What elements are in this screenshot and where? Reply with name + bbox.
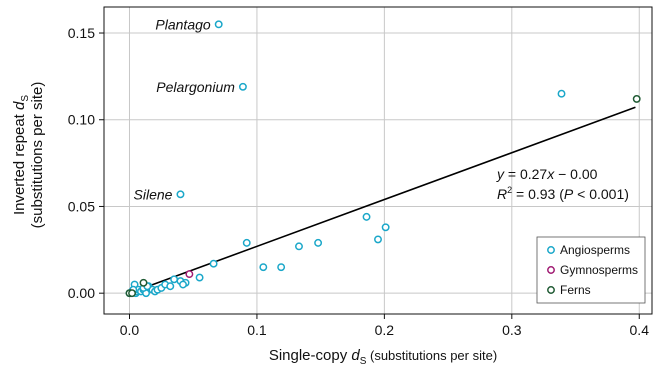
data-points [125,20,641,298]
y-tick-label: 0.15 [68,25,95,41]
grid-lines [104,7,652,314]
data-point-angiosperms [277,263,286,272]
data-point-angiosperms [381,223,390,232]
regression-equation: y = 0.27x − 0.00 [496,166,598,182]
data-point-angiosperms [374,235,382,244]
data-point-angiosperms [238,82,247,91]
y-axis-subtitle: (substitutions per site) [29,82,46,229]
legend-item-ferns: Ferns [547,283,591,297]
annotation-label: Pelargonium [156,79,235,95]
data-point-angiosperms [176,190,185,199]
legend-item-angiosperms: Angiosperms [547,243,630,257]
data-point-angiosperms [214,20,223,29]
data-point-gymnosperms [185,270,194,279]
legend-box [536,236,646,304]
legend-marker-ferns [547,286,555,294]
legend-marker-gymnosperms [547,266,555,274]
data-point-angiosperms [557,89,566,98]
legend: Angiosperms Gymnosperms Ferns [536,236,646,304]
data-point-angiosperms [314,238,323,247]
r-squared-label: R2 = 0.93 (P < 0.001) [497,185,629,202]
axis-ticks: 0.0 0.1 0.2 0.3 0.4 0.00 0.05 0.10 0.15 [68,25,649,338]
data-point-ferns [128,289,136,298]
data-point-angiosperms [170,275,179,284]
data-point-angiosperms [209,259,218,268]
legend-item-gymnosperms: Gymnosperms [547,263,638,277]
legend-label-angiosperms: Angiosperms [560,243,630,257]
x-tick-label: 0.3 [502,322,522,338]
data-point-ferns [139,278,148,287]
x-axis-title: Single-copy dS (substitutions per site) [269,347,497,367]
y-tick-label: 0.10 [68,112,95,128]
y-tick-label: 0.05 [68,198,95,214]
data-point-angiosperms [179,280,187,289]
y-axis-title-group: Inverted repeat dS (substitutions per si… [11,82,46,229]
data-point-ferns [632,94,641,103]
data-point-angiosperms [362,212,371,221]
x-tick-label: 0.4 [630,322,650,338]
data-point-angiosperms [259,263,268,272]
data-point-angiosperms [166,282,175,291]
x-tick-label: 0.2 [375,322,395,338]
annotation-label: Plantago [155,16,210,32]
legend-marker-angiosperms [547,246,555,254]
x-tick-label: 0.0 [120,322,140,338]
legend-label-ferns: Ferns [560,283,591,297]
data-point-angiosperms [195,273,204,282]
data-point-angiosperms [242,238,251,247]
plot-frame [103,6,653,315]
point-annotations: Plantago Pelargonium Silene [134,16,236,202]
annotation-label: Silene [134,186,173,202]
x-tick-label: 0.1 [247,322,267,338]
y-axis-title: Inverted repeat dS [11,95,31,215]
data-point-angiosperms [295,242,303,251]
legend-label-gymnosperms: Gymnosperms [560,263,638,277]
y-tick-label: 0.00 [68,285,95,301]
